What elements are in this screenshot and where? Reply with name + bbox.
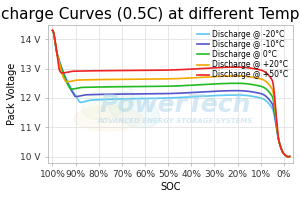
Discharge @ +20°C bbox=[190, 77, 194, 79]
Legend: Discharge @ -20°C, Discharge @ -10°C, Discharge @ 0°C, Discharge @ +20°C, Discha: Discharge @ -20°C, Discharge @ -10°C, Di… bbox=[196, 28, 289, 81]
Discharge @ -20°C bbox=[229, 94, 233, 96]
Discharge @ +50°C bbox=[286, 156, 290, 158]
Discharge @ +20°C bbox=[286, 156, 290, 158]
Discharge @ -20°C bbox=[51, 29, 54, 32]
Discharge @ -20°C bbox=[158, 97, 162, 100]
Line: Discharge @ -20°C: Discharge @ -20°C bbox=[52, 30, 290, 157]
Title: Discharge Curves (0.5C) at different Temperatures: Discharge Curves (0.5C) at different Tem… bbox=[0, 7, 300, 22]
Discharge @ -10°C bbox=[93, 93, 96, 96]
Discharge @ -10°C bbox=[51, 29, 54, 32]
Ellipse shape bbox=[82, 84, 134, 120]
Discharge @ +20°C bbox=[288, 155, 291, 158]
Discharge @ +20°C bbox=[51, 29, 54, 32]
Discharge @ +50°C bbox=[158, 69, 162, 71]
Discharge @ -10°C bbox=[190, 91, 194, 94]
Ellipse shape bbox=[108, 92, 159, 128]
Discharge @ -10°C bbox=[288, 155, 291, 158]
Discharge @ -20°C bbox=[288, 155, 291, 158]
Discharge @ 0°C bbox=[209, 83, 213, 85]
Discharge @ 0°C bbox=[112, 86, 115, 88]
Line: Discharge @ 0°C: Discharge @ 0°C bbox=[52, 30, 290, 157]
Discharge @ +20°C bbox=[93, 78, 96, 81]
Discharge @ -20°C bbox=[93, 99, 96, 101]
Discharge @ -10°C bbox=[209, 90, 213, 93]
Discharge @ -20°C bbox=[286, 156, 290, 158]
Discharge @ -20°C bbox=[112, 98, 115, 100]
Discharge @ -20°C bbox=[209, 95, 213, 97]
Discharge @ +20°C bbox=[112, 78, 115, 81]
Line: Discharge @ +50°C: Discharge @ +50°C bbox=[52, 30, 290, 157]
Ellipse shape bbox=[74, 106, 142, 131]
X-axis label: SOC: SOC bbox=[160, 182, 181, 192]
Discharge @ 0°C bbox=[190, 84, 194, 86]
Discharge @ +50°C bbox=[93, 70, 96, 72]
Discharge @ 0°C bbox=[51, 29, 54, 32]
Discharge @ 0°C bbox=[93, 86, 96, 88]
Discharge @ -10°C bbox=[158, 93, 162, 95]
Discharge @ 0°C bbox=[286, 156, 290, 158]
Discharge @ +50°C bbox=[229, 66, 233, 68]
Discharge @ -20°C bbox=[190, 96, 194, 98]
Discharge @ +50°C bbox=[190, 68, 194, 70]
Discharge @ +20°C bbox=[209, 76, 213, 78]
Discharge @ +50°C bbox=[209, 67, 213, 69]
Discharge @ 0°C bbox=[229, 82, 233, 85]
Line: Discharge @ -10°C: Discharge @ -10°C bbox=[52, 30, 290, 157]
Text: PowerTech: PowerTech bbox=[100, 93, 251, 117]
Discharge @ +50°C bbox=[112, 69, 115, 72]
Y-axis label: Pack Voltage: Pack Voltage bbox=[7, 62, 17, 125]
Discharge @ +20°C bbox=[158, 78, 162, 80]
Discharge @ +50°C bbox=[51, 29, 54, 32]
Line: Discharge @ +20°C: Discharge @ +20°C bbox=[52, 30, 290, 157]
Discharge @ +20°C bbox=[229, 75, 233, 77]
Discharge @ +50°C bbox=[288, 155, 291, 158]
Discharge @ -10°C bbox=[286, 156, 290, 158]
Discharge @ 0°C bbox=[158, 85, 162, 88]
Discharge @ 0°C bbox=[288, 155, 291, 158]
Discharge @ -10°C bbox=[112, 93, 115, 95]
Discharge @ -10°C bbox=[229, 90, 233, 92]
Text: ADVANCED ENERGY STORAGE SYSTEMS: ADVANCED ENERGY STORAGE SYSTEMS bbox=[98, 118, 253, 124]
